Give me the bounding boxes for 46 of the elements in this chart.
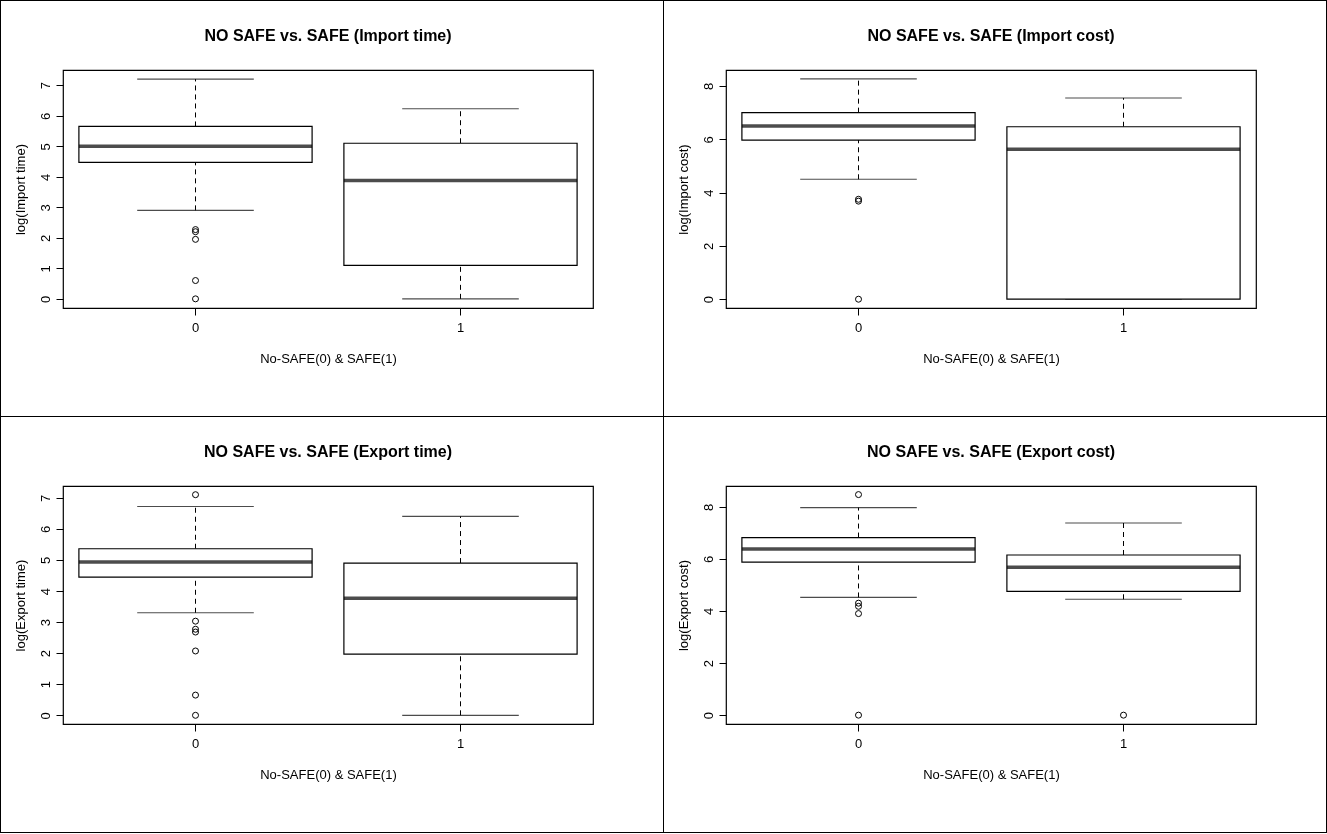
y-axis-title: log(Export cost) <box>675 559 691 652</box>
x-tick-label: 1 <box>1119 735 1128 751</box>
y-axis-title: log(Export time) <box>12 559 28 652</box>
x-tick-label: 1 <box>1119 319 1128 335</box>
chart-title: NO SAFE vs. SAFE (Import time) <box>204 27 452 44</box>
y-tick-label: 4 <box>700 189 716 197</box>
y-tick-label: 6 <box>700 555 716 564</box>
x-axis-title: No-SAFE(0) & SAFE(1) <box>260 766 397 782</box>
y-tick-label: 2 <box>37 650 53 658</box>
chart-title: NO SAFE vs. SAFE (Export time) <box>203 443 453 460</box>
y-tick-label: 2 <box>700 659 716 668</box>
x-tick-label: 0 <box>191 735 200 751</box>
y-tick-label: 0 <box>700 712 716 720</box>
y-tick-label: 1 <box>37 265 53 273</box>
y-tick-label: 7 <box>37 494 53 502</box>
y-tick-label: 3 <box>37 618 53 627</box>
y-tick-label: 7 <box>37 82 53 90</box>
y-tick-label: 4 <box>700 607 716 616</box>
y-tick-label: 4 <box>37 587 53 596</box>
y-tick-label: 6 <box>700 136 716 144</box>
y-tick-label: 5 <box>37 556 53 565</box>
y-tick-label: 1 <box>37 681 53 689</box>
x-tick-label: 0 <box>191 319 200 335</box>
y-tick-label: 6 <box>37 112 53 120</box>
y-tick-label: 4 <box>37 173 53 181</box>
x-axis-title: No-SAFE(0) & SAFE(1) <box>260 350 397 366</box>
y-tick-label: 8 <box>700 82 716 91</box>
y-tick-label: 2 <box>700 242 716 251</box>
x-tick-label: 1 <box>456 735 465 751</box>
x-tick-label: 0 <box>854 735 863 751</box>
y-axis-title: log(Import cost) <box>675 144 691 235</box>
y-tick-label: 3 <box>37 204 53 212</box>
x-tick-label: 1 <box>456 319 465 335</box>
x-axis-title: No-SAFE(0) & SAFE(1) <box>923 350 1060 366</box>
y-tick-label: 0 <box>37 712 53 720</box>
y-tick-label: 5 <box>37 143 53 151</box>
x-axis-title: No-SAFE(0) & SAFE(1) <box>923 766 1060 782</box>
chart-title: NO SAFE vs. SAFE (Import cost) <box>867 27 1115 44</box>
chart-title: NO SAFE vs. SAFE (Export cost) <box>866 443 1116 460</box>
y-axis-title: log(Import time) <box>12 143 28 236</box>
y-tick-label: 0 <box>37 295 53 303</box>
y-tick-label: 0 <box>700 296 716 304</box>
y-tick-label: 8 <box>700 503 716 511</box>
y-tick-label: 2 <box>37 234 53 242</box>
y-tick-label: 6 <box>37 525 53 533</box>
x-tick-label: 0 <box>854 319 863 335</box>
